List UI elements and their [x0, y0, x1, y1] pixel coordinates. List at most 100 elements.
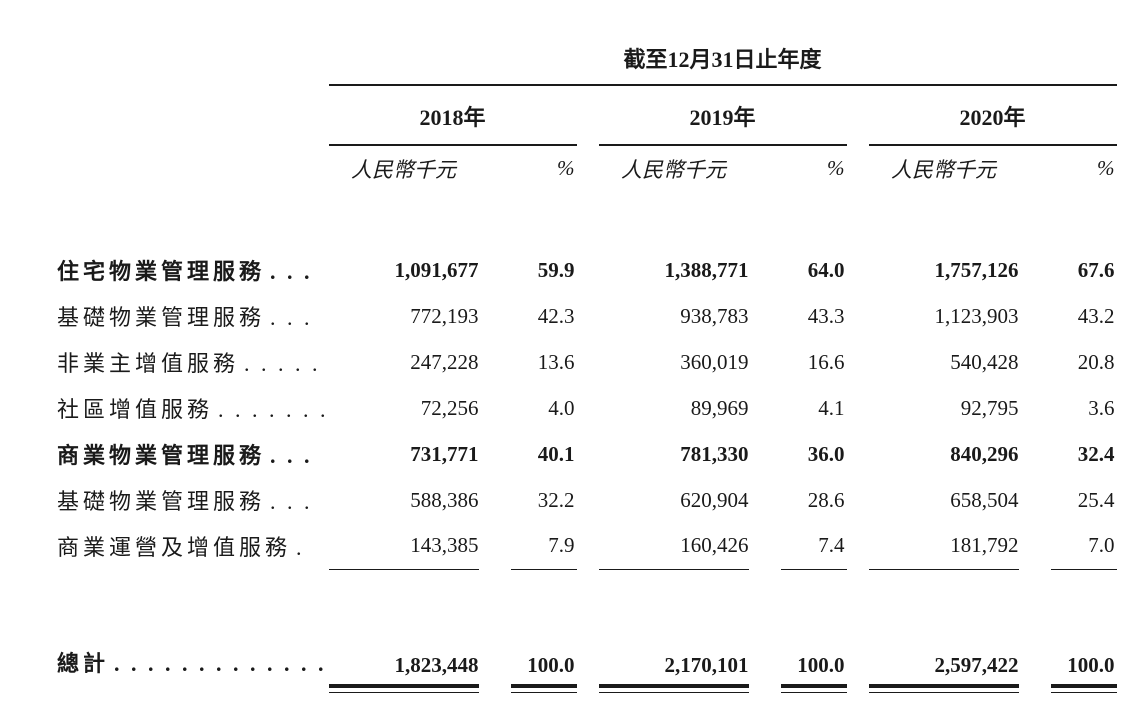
subheader-row: 人民幣千元 % 人民幣千元 % 人民幣千元 %: [57, 145, 1117, 191]
spacer-cell: [1019, 385, 1051, 431]
table-row: 非業主增值服務. . . . . 247,228 13.6 360,019 16…: [57, 339, 1117, 385]
spacer-cell: [577, 247, 599, 293]
row-label-cell: 非業主增值服務. . . . .: [57, 339, 329, 385]
spacer-cell: [1019, 477, 1051, 523]
total-2018-pct: 100.0: [527, 653, 575, 677]
dot-leader: . . .: [270, 305, 313, 330]
cell-2018-amount: 143,385: [328, 523, 479, 570]
spacer-cell: [1019, 339, 1051, 385]
double-rule-cell: [868, 678, 1019, 694]
spacer-cell: [57, 145, 329, 191]
total-label-cell: 總計. . . . . . . . . . . . .: [57, 638, 329, 678]
cell-2020-pct: 3.6: [1088, 395, 1115, 420]
spacer-cell: [577, 523, 599, 569]
spacer-cell: [749, 477, 781, 523]
spacer-cell: [749, 293, 781, 339]
spacer-cell: [749, 638, 781, 678]
spacer-cell: [847, 247, 869, 293]
double-rule-cell: [598, 678, 749, 694]
total-2020-amount: 2,597,422: [934, 653, 1019, 677]
cell-2019-amount: 781,330: [680, 441, 749, 466]
double-rule-cell: [328, 678, 479, 694]
cell-2019-pct: 43.3: [807, 303, 845, 328]
spacer-cell: [479, 638, 511, 678]
cell-2020-amount: 840,296: [950, 441, 1019, 466]
spacer-cell: [577, 85, 599, 145]
spacer-cell: [479, 145, 511, 191]
cell-2020-pct: 43.2: [1077, 303, 1115, 328]
row-label-cell: 商業物業管理服務. . .: [57, 431, 329, 477]
cell-2020-pct: 32.4: [1077, 441, 1115, 466]
spacer-cell: [479, 431, 511, 477]
spacer-cell: [57, 678, 329, 694]
spacer-cell: [577, 638, 599, 678]
year-header-row: 2018年 2019年 2020年: [57, 85, 1117, 146]
spacer-cell: [749, 431, 781, 477]
cell-2019-amount: 89,969: [690, 395, 749, 420]
dot-leader: . . .: [270, 489, 313, 514]
cell-2019-amount: 360,019: [680, 349, 749, 374]
cell-2020-pct: 25.4: [1077, 487, 1115, 512]
cell-2018-pct: 13.6: [537, 349, 575, 374]
spacer-cell: [577, 385, 599, 431]
cell-2019-pct: 64.0: [807, 257, 845, 282]
double-rule: [868, 683, 1019, 693]
spacer-cell: [1019, 638, 1051, 678]
total-2020-pct: 100.0: [1067, 653, 1115, 677]
cell-2018-amount: 1,091,677: [394, 257, 479, 282]
double-rule-cell: [510, 678, 577, 694]
spacer-cell: [1019, 431, 1051, 477]
cell-2019-pct: 36.0: [807, 441, 845, 466]
total-label: 總計: [57, 651, 110, 676]
spacer-cell: [577, 431, 599, 477]
spacer-cell: [577, 477, 599, 523]
row-label: 商業物業管理服務: [57, 443, 266, 468]
spacer-cell: [1019, 145, 1051, 191]
dot-leader: . . .: [270, 259, 313, 284]
spacer-cell: [577, 145, 599, 191]
spacer-cell: [479, 385, 511, 431]
cell-2018-amount: 772,193: [410, 303, 479, 328]
row-label-cell: 社區增值服務. . . . . . .: [57, 385, 329, 431]
spacer-cell: [749, 523, 781, 569]
spacer-cell: [577, 678, 599, 694]
cell-2020-amount: 658,504: [950, 487, 1019, 512]
spacer-cell: [1019, 523, 1051, 569]
spacer-cell: [847, 145, 869, 191]
cell-2018-amount: 731,771: [410, 441, 479, 466]
cell-2018-pct: 42.3: [537, 303, 575, 328]
double-rule: [1050, 683, 1117, 693]
period-header-row: 截至12月31日止年度: [57, 40, 1117, 86]
unit-label-2020: 人民幣千元: [891, 157, 997, 182]
spacer-cell: [577, 339, 599, 385]
dot-leader: .: [296, 535, 305, 560]
table-row: 商業物業管理服務. . . 731,771 40.1 781,330 36.0 …: [57, 431, 1117, 477]
spacer-cell: [749, 247, 781, 293]
spacer-cell: [57, 85, 329, 145]
cell-2020-amount: 92,795: [960, 395, 1019, 420]
cell-2019-pct: 4.1: [818, 395, 845, 420]
row-label-cell: 基礎物業管理服務. . .: [57, 293, 329, 339]
double-rule: [328, 683, 479, 693]
unit-label-2018: 人民幣千元: [351, 157, 457, 182]
spacer-cell: [847, 523, 869, 569]
spacer-cell: [577, 293, 599, 339]
period-header: 截至12月31日止年度: [328, 40, 1117, 86]
spacer-cell: [847, 678, 869, 694]
table-row: 基礎物業管理服務. . . 588,386 32.2 620,904 28.6 …: [57, 477, 1117, 523]
spacer-cell: [57, 191, 1117, 247]
double-rule-cell: [1050, 678, 1117, 694]
year-header-2018: 2018年: [328, 85, 577, 146]
table-row: 住宅物業管理服務. . . 1,091,677 59.9 1,388,771 6…: [57, 247, 1117, 293]
spacer-cell: [1019, 678, 1051, 694]
double-rule: [598, 683, 749, 693]
cell-2019-pct: 7.4: [780, 523, 847, 570]
table-row: 商業運營及增值服務. 143,385 7.9 160,426 7.4 181,7…: [57, 523, 1117, 570]
spacer-cell: [749, 385, 781, 431]
cell-2019-amount: 620,904: [680, 487, 749, 512]
dot-leader: . . . . .: [244, 351, 321, 376]
table-row: 基礎物業管理服務. . . 772,193 42.3 938,783 43.3 …: [57, 293, 1117, 339]
spacer-cell: [479, 477, 511, 523]
cell-2020-pct: 67.6: [1077, 257, 1115, 282]
